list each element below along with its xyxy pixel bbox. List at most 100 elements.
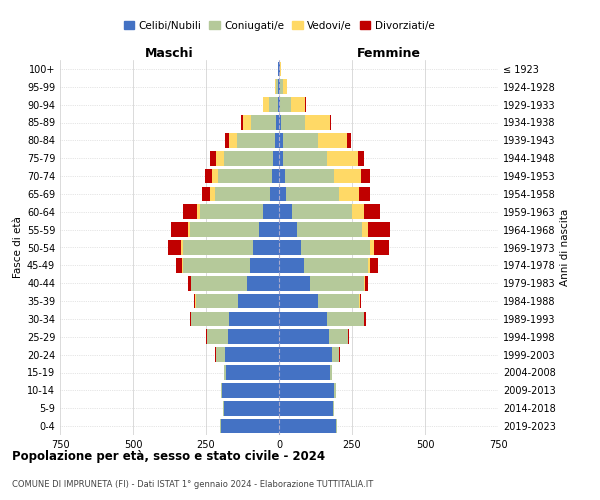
Bar (327, 151, 358, 166)
Bar (279, 258, 304, 272)
Bar (242, 115, 251, 130)
Bar (238, 294, 279, 308)
Bar (296, 222, 362, 237)
Bar (263, 204, 279, 219)
Y-axis label: Fasce di età: Fasce di età (13, 216, 23, 278)
Bar (176, 258, 182, 272)
Bar (270, 186, 279, 201)
Bar (279, 133, 283, 148)
Bar (364, 276, 365, 290)
Bar (361, 168, 370, 184)
Bar (205, 168, 212, 184)
Bar (275, 133, 279, 148)
Bar (374, 240, 389, 255)
Bar (253, 240, 279, 255)
Text: Maschi: Maschi (145, 47, 194, 60)
Text: Femmine: Femmine (356, 47, 421, 60)
Bar (279, 330, 329, 344)
Bar (188, 222, 190, 237)
Bar (194, 294, 196, 308)
Bar (329, 330, 347, 344)
Bar (279, 312, 327, 326)
Bar (229, 312, 279, 326)
Bar (259, 222, 279, 237)
Bar (269, 98, 278, 112)
Bar (279, 294, 319, 308)
Bar (305, 115, 329, 130)
Bar (368, 258, 370, 272)
Bar (228, 330, 279, 344)
Bar (229, 133, 236, 148)
Bar (352, 204, 364, 219)
Bar (370, 258, 377, 272)
Bar (279, 401, 333, 415)
Bar (247, 276, 279, 290)
Bar (216, 348, 225, 362)
Bar (168, 240, 181, 255)
Bar (211, 186, 215, 201)
Bar (281, 115, 305, 130)
Bar (279, 168, 285, 184)
Bar (368, 222, 390, 237)
Bar (290, 98, 305, 112)
Bar (263, 98, 269, 112)
Bar (225, 133, 229, 148)
Bar (191, 276, 247, 290)
Bar (279, 186, 286, 201)
Y-axis label: Anni di nascita: Anni di nascita (560, 209, 570, 286)
Bar (218, 168, 272, 184)
Bar (334, 168, 361, 184)
Bar (221, 419, 279, 434)
Bar (280, 98, 290, 112)
Bar (196, 294, 238, 308)
Bar (334, 383, 335, 398)
Bar (276, 80, 278, 94)
Bar (286, 186, 339, 201)
Bar (226, 365, 279, 380)
Bar (241, 115, 242, 130)
Bar (215, 186, 270, 201)
Bar (347, 133, 351, 148)
Bar (191, 312, 229, 326)
Bar (197, 204, 200, 219)
Bar (171, 222, 188, 237)
Bar (364, 204, 380, 219)
Bar (330, 365, 332, 380)
Bar (251, 115, 276, 130)
Bar (359, 186, 370, 201)
Bar (279, 151, 283, 166)
Bar (273, 151, 279, 166)
Bar (202, 186, 211, 201)
Bar (224, 401, 279, 415)
Bar (339, 186, 359, 201)
Bar (181, 240, 182, 255)
Bar (310, 276, 364, 290)
Bar (276, 115, 279, 130)
Bar (212, 168, 218, 184)
Legend: Celibi/Nubili, Coniugati/e, Vedovi/e, Divorziati/e: Celibi/Nubili, Coniugati/e, Vedovi/e, Di… (119, 16, 439, 35)
Bar (348, 330, 349, 344)
Bar (283, 151, 327, 166)
Bar (304, 258, 368, 272)
Bar (236, 133, 275, 148)
Bar (279, 115, 281, 130)
Bar (279, 204, 292, 219)
Bar (370, 240, 374, 255)
Text: Popolazione per età, sesso e stato civile - 2024: Popolazione per età, sesso e stato civil… (12, 450, 325, 463)
Bar (224, 151, 273, 166)
Bar (279, 365, 330, 380)
Bar (279, 419, 336, 434)
Bar (206, 330, 207, 344)
Bar (211, 151, 216, 166)
Bar (208, 330, 228, 344)
Bar (283, 80, 287, 94)
Bar (279, 383, 334, 398)
Bar (280, 80, 283, 94)
Bar (272, 168, 279, 184)
Bar (279, 240, 301, 255)
Bar (250, 258, 279, 272)
Bar (275, 80, 276, 94)
Bar (190, 312, 191, 326)
Bar (362, 222, 368, 237)
Bar (222, 383, 279, 398)
